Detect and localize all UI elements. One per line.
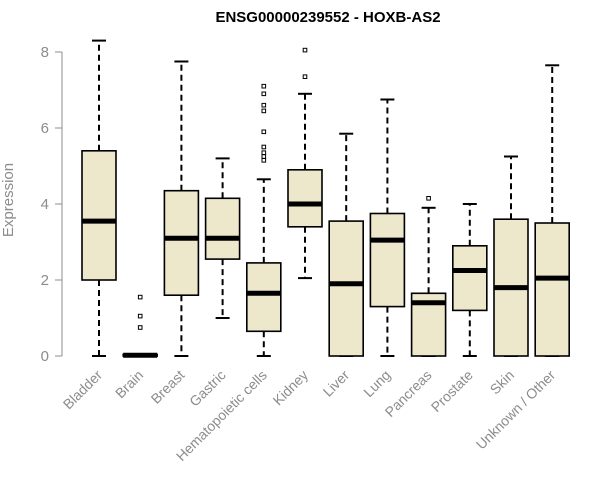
box-lung [369,98,406,357]
box-unknown-other [534,64,571,357]
x-category-label: Skin [487,367,518,398]
outlier-point [137,325,143,330]
outlier-point [137,313,143,319]
box-rect [328,220,365,357]
x-category-label: Lung [360,367,393,400]
y-tick-label: 4 [41,196,49,213]
y-tick-label: 6 [41,120,49,137]
outlier-point [426,196,431,201]
box-bladder [81,39,117,357]
outlier-point [261,158,267,163]
box-kidney [287,47,323,280]
chart-title: ENSG00000239552 - HOXB-AS2 [215,9,440,26]
box-hematopoietic-cells [246,83,282,357]
outlier-point [261,150,267,155]
outlier-point [137,294,143,300]
y-tick-label: 2 [41,272,49,289]
y-axis-label: Expression [0,163,17,237]
box-rect [246,262,282,333]
y-axis: 0 2 4 6 8 [41,44,63,365]
outlier-point [302,74,308,80]
box-gastric [204,157,241,319]
outlier-point [261,91,267,97]
box-brain [122,294,158,358]
outlier-point [261,154,267,159]
box-skin [493,155,529,357]
x-category-label: Bladder [60,367,106,413]
box-prostate [451,203,488,357]
box-liver [328,132,365,357]
outlier-point [261,129,267,135]
box-pancreas [410,196,447,357]
outlier-point [302,47,308,53]
x-category-label: Liver [320,367,353,400]
outlier-point [261,144,267,150]
box-rect [451,245,488,312]
box-rect [369,212,406,308]
x-category-label: Brain [112,367,146,401]
x-category-label: Kidney [270,367,312,409]
box-rect [204,197,241,260]
boxes-group [81,39,571,358]
box-rect [534,222,571,357]
box-breast [163,60,200,357]
y-tick-label: 0 [41,348,49,365]
box-rect [81,150,117,281]
outlier-point [261,83,267,89]
y-tick-label: 8 [41,44,49,61]
outlier-point [261,108,267,114]
box-rect [287,169,323,228]
x-category-label: Breast [148,367,188,407]
x-category-label: Prostate [428,367,476,415]
outlier-point [261,102,267,108]
box-rect [163,189,200,296]
